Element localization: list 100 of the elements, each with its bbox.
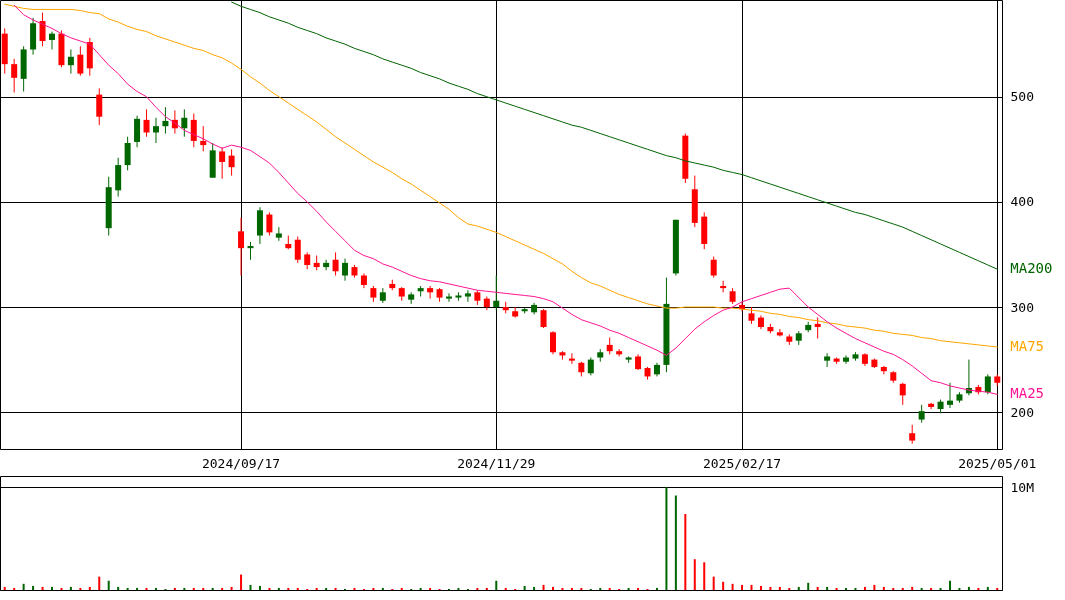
bar [173, 587, 176, 590]
bar [892, 587, 895, 590]
candlestick [540, 308, 547, 329]
candlestick [427, 285, 434, 300]
series-label: MA75 [1010, 338, 1044, 354]
bar [457, 587, 460, 590]
bar [3, 586, 6, 590]
candlestick [814, 317, 821, 340]
bar [192, 587, 195, 590]
candlestick [162, 106, 169, 135]
line-series [231, 1, 998, 270]
bar [60, 587, 63, 590]
bar [277, 587, 280, 590]
candlestick [549, 330, 556, 355]
candlestick [266, 211, 273, 237]
bar [542, 584, 545, 590]
bar [570, 587, 573, 590]
bar [202, 587, 205, 590]
bar [882, 586, 885, 590]
bar [372, 587, 375, 590]
candlestick [228, 148, 235, 177]
candlestick [776, 328, 783, 337]
bar [381, 587, 384, 590]
bar [854, 587, 857, 590]
bar [136, 587, 139, 590]
bar [655, 587, 658, 590]
series-label: MA25 [1010, 385, 1044, 402]
candlestick [710, 256, 717, 279]
x-tick-label: 2024/09/17 [201, 455, 281, 471]
bar [627, 587, 630, 590]
bar [400, 587, 403, 590]
candlestick [96, 87, 103, 126]
bar [986, 586, 989, 590]
candlestick [568, 352, 575, 365]
bar [79, 587, 82, 590]
bar [211, 587, 214, 590]
bar [485, 587, 488, 590]
bar [996, 587, 999, 590]
bar [258, 585, 261, 590]
bar [930, 587, 933, 590]
bar [807, 582, 810, 590]
bar [50, 586, 53, 590]
bar [750, 584, 753, 590]
bar [939, 587, 942, 590]
candlestick [493, 275, 500, 311]
candlestick [11, 58, 18, 94]
bar [315, 587, 318, 590]
bar [117, 586, 120, 590]
x-tick-label: 2025/02/17 [702, 455, 782, 471]
bar [268, 587, 271, 590]
candlestick [947, 382, 954, 409]
bar [419, 587, 422, 590]
bar [703, 562, 706, 590]
bar [287, 587, 290, 590]
bar [797, 586, 800, 590]
bar [32, 585, 35, 590]
candlestick [332, 251, 339, 276]
candlestick [342, 258, 349, 282]
bar [353, 587, 356, 590]
bar [126, 587, 129, 590]
candlestick [323, 259, 330, 271]
bar [183, 587, 186, 590]
candlestick [200, 125, 207, 152]
candlestick [720, 280, 727, 293]
bar [599, 587, 602, 590]
bar [684, 514, 687, 590]
x-tick-label: 2024/11/29 [457, 455, 536, 471]
bar [429, 587, 432, 590]
x-tick-label: 2025/05/01 [958, 455, 1037, 471]
bar [154, 587, 157, 590]
bar [221, 587, 224, 590]
bar [637, 587, 640, 590]
bar [788, 587, 791, 590]
y-tick-label: 300 [1010, 299, 1034, 315]
bar [901, 587, 904, 590]
candlestick [134, 115, 141, 148]
bar [325, 587, 328, 590]
bar [41, 586, 44, 590]
bar [580, 587, 583, 590]
candlestick [190, 113, 197, 148]
candlestick [48, 31, 55, 50]
bar [495, 580, 498, 590]
bar [98, 576, 101, 590]
bar [296, 587, 299, 590]
bar [759, 585, 762, 590]
candlestick [984, 373, 991, 395]
bar [778, 586, 781, 590]
bar [816, 586, 819, 590]
bar [249, 584, 252, 590]
bar [561, 587, 564, 590]
y-tick-label: 500 [1010, 89, 1034, 105]
candlestick [181, 108, 188, 138]
candlestick [238, 217, 245, 276]
bar [741, 584, 744, 590]
candlestick [899, 382, 906, 406]
bar [712, 576, 715, 590]
bar [958, 587, 961, 590]
bar [13, 587, 16, 590]
candlestick [843, 354, 850, 365]
bar [22, 583, 25, 590]
